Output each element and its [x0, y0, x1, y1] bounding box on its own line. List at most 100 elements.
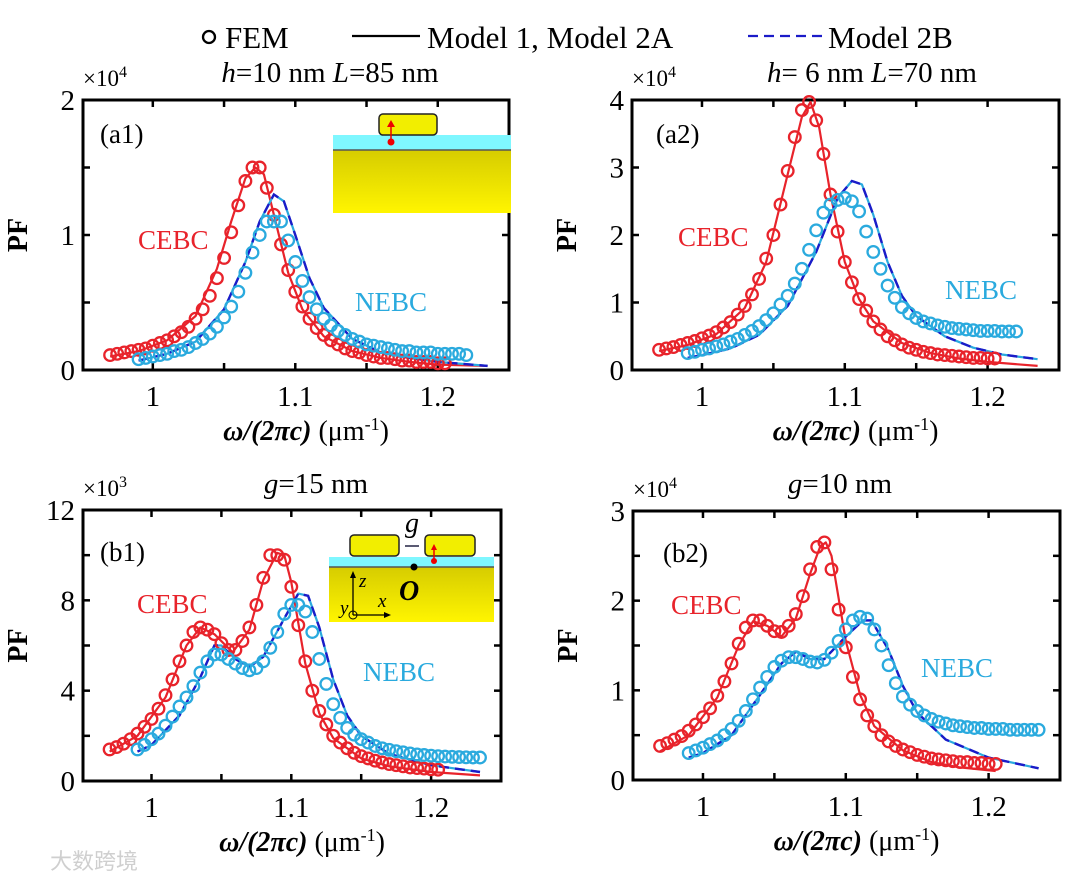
nebc-fem-point [375, 741, 390, 756]
nebc-fem-point [844, 194, 859, 209]
nebc-fem-point [270, 625, 285, 639]
cebc-fem-point [803, 562, 818, 577]
title-val-2: =85 nm [349, 57, 439, 89]
cebc-fem-point [903, 745, 918, 760]
cebc-fem-point [380, 350, 395, 365]
nebc-fem-point [373, 340, 388, 355]
nebc-fem-point [259, 214, 274, 229]
nebc-fem-point [887, 290, 902, 305]
cebc-fem-point [745, 287, 759, 302]
nanoparticle [378, 113, 438, 136]
nebc-model2b-line [136, 592, 481, 774]
nebc-fem-point [354, 732, 369, 747]
cebc-fem-point [181, 319, 196, 334]
nanoparticle-right [424, 534, 476, 557]
nebc-fem-point [366, 338, 381, 353]
y-tick-label: 3 [611, 496, 626, 528]
x-arrowhead-icon [384, 612, 391, 618]
cebc-fem-point [680, 336, 695, 350]
cebc-fem-point [207, 627, 222, 642]
y-exponent-power: 4 [119, 64, 127, 81]
cebc-fem-point [938, 753, 953, 768]
nebc-fem-point [795, 652, 810, 666]
cebc-fem-point [179, 638, 194, 653]
panel-label: (a2) [656, 119, 699, 149]
x-axis-label: ω/(2πc) (μm-1) [223, 414, 389, 447]
y-tick-label: 2 [610, 220, 625, 252]
cebc-fem-point [288, 284, 303, 299]
nebc-fem-point [809, 223, 824, 238]
cebc-fem-point [389, 758, 404, 773]
y-tick-label: 8 [61, 585, 76, 617]
cebc-fem-point [109, 740, 124, 755]
nebc-fem-point [179, 690, 194, 705]
cebc-fem-point [973, 350, 988, 365]
nebc-fem-point [817, 652, 832, 667]
cebc-fem-point [242, 620, 257, 635]
y-tick-label: 2 [61, 85, 76, 117]
cebc-fem-point [930, 347, 945, 362]
cebc-fem-point [221, 643, 236, 657]
cebc-fem-point [110, 346, 125, 361]
nebc-fem-point [874, 638, 889, 653]
cebc-fem-point [802, 95, 817, 109]
nebc-fem-point [853, 609, 868, 624]
nebc-fem-point [459, 348, 474, 363]
z-arrowhead-icon [350, 571, 356, 578]
nebc-annotation: NEBC [921, 653, 993, 683]
cebc-fem-point [653, 738, 668, 753]
y-axis-label-inset: y [338, 598, 349, 619]
cebc-fem-point [953, 755, 967, 770]
cebc-fem-point [824, 562, 839, 577]
cebc-fem-point [375, 755, 390, 770]
nebc-fem-point [794, 261, 809, 276]
nebc-fem-point [274, 214, 288, 229]
cebc-fem-point [193, 620, 208, 635]
nebc-fem-point [688, 743, 703, 758]
dipole-arrowhead-icon [431, 544, 437, 550]
x-tick-label: 1.1 [273, 792, 309, 824]
cebc-fem-point [137, 719, 152, 734]
nebc-fem-point [167, 344, 182, 359]
cebc-fem-point [424, 762, 439, 777]
nebc-fem-point [945, 718, 960, 733]
nebc-fem-point [181, 340, 196, 355]
cebc-fem-point [924, 751, 939, 766]
cebc-fem-point [923, 346, 938, 361]
nebc-fem-point [695, 342, 709, 357]
watermark: 大数跨境 [50, 850, 138, 875]
x-tick-label: 1.1 [828, 791, 864, 823]
nebc-fem-point [1009, 324, 1024, 339]
nebc-fem-point [1017, 722, 1032, 737]
x-label-sup: -1 [915, 824, 930, 844]
cebc-fem-point [291, 618, 306, 633]
x-label-unit: (μm [307, 827, 360, 858]
x-label-close: ) [930, 826, 939, 857]
cebc-fem-point [437, 356, 452, 371]
title-var-1: g [788, 468, 803, 500]
cebc-fem-point [323, 333, 338, 348]
cebc-fem-point [361, 751, 376, 766]
nebc-fem-point [910, 704, 925, 718]
cebc-fem-point [217, 250, 232, 265]
nebc-fem-point [781, 650, 796, 665]
nebc-annotation: NEBC [355, 287, 427, 317]
cebc-fem-point [131, 342, 146, 357]
cebc-fem-point [860, 708, 875, 723]
nebc-fem-point [403, 746, 418, 761]
cebc-fem-point [780, 163, 795, 178]
cebc-fem-point [988, 756, 1003, 771]
nebc-fem-point [235, 661, 250, 676]
nebc-fem-point [473, 750, 487, 765]
cebc-fem-point [737, 298, 752, 313]
cebc-fem-point [696, 710, 710, 725]
nebc-fem-point [967, 721, 982, 735]
nebc-fem-point [359, 337, 374, 352]
cebc-fem-point [759, 251, 774, 266]
cebc-fem-point [388, 352, 402, 367]
cebc-fem-point [966, 350, 981, 365]
cebc-fem-point [231, 198, 246, 213]
cebc-fem-point [667, 732, 682, 747]
panel-title: h=10 nm L=85 nm [221, 57, 439, 89]
